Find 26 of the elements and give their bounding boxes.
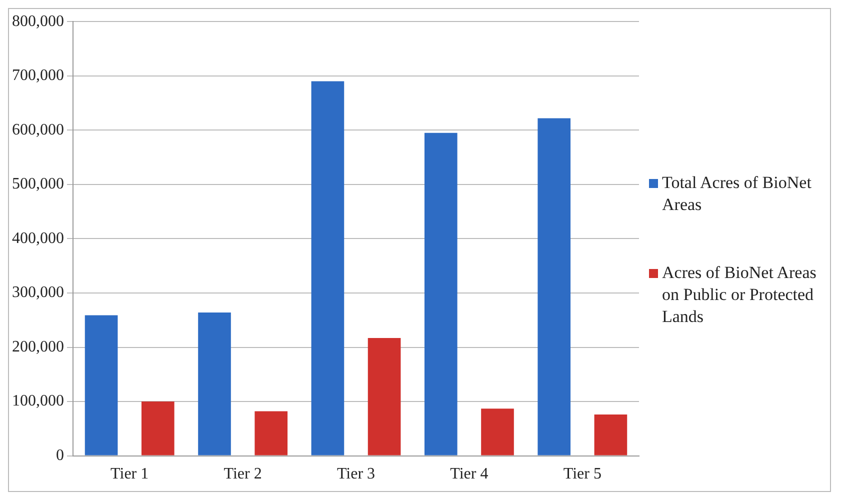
- y-tick-label: 100,000: [12, 392, 64, 410]
- x-tick-label: Tier 3: [336, 466, 376, 483]
- bar: [254, 411, 288, 456]
- bar: [538, 118, 571, 456]
- y-tick-label: 500,000: [12, 176, 64, 193]
- bar: [424, 132, 458, 456]
- legend-label: Total Acres of BioNet Areas: [662, 172, 812, 216]
- bar: [594, 414, 628, 456]
- bar: [481, 408, 514, 456]
- bar: [84, 315, 118, 456]
- x-tick-label: Tier 4: [450, 466, 488, 483]
- x-tick-label: Tier 1: [110, 466, 149, 483]
- y-tick-label: 200,000: [12, 338, 64, 356]
- bar: [311, 81, 344, 456]
- x-tick-label: Tier 5: [563, 466, 602, 483]
- y-tick-label: 800,000: [12, 12, 64, 30]
- y-tick-label: 700,000: [12, 67, 64, 84]
- y-tick-label: 600,000: [12, 121, 64, 138]
- y-tick-label: 300,000: [12, 284, 64, 302]
- bar: [141, 402, 174, 456]
- legend-label: Acres of BioNet Areas on Public or Protected Lands: [662, 262, 818, 328]
- y-tick-label: 0: [56, 447, 64, 464]
- bar: [198, 312, 231, 456]
- bar: [368, 338, 401, 456]
- x-tick-label: Tier 2: [224, 466, 262, 483]
- y-tick-label: 400,000: [12, 230, 64, 247]
